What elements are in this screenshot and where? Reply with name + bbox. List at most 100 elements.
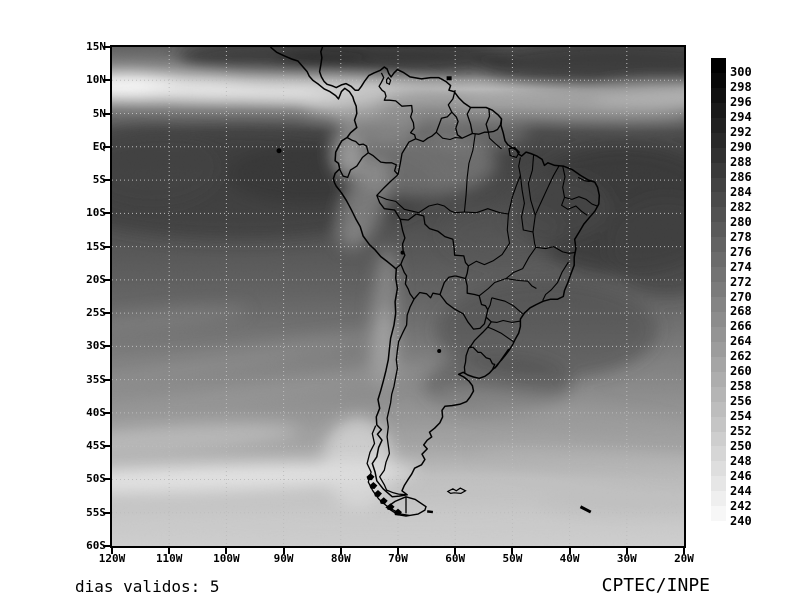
lat-tick (103, 312, 112, 315)
colorbar-segment (711, 102, 726, 119)
lat-tick (103, 478, 112, 481)
country-border (447, 90, 456, 113)
lon-tick (511, 546, 514, 554)
lat-label: 40S (86, 405, 106, 419)
country-border (485, 108, 491, 133)
island-outline (386, 76, 392, 86)
fjord-blob (379, 497, 388, 505)
island-speck (276, 148, 282, 154)
country-border (468, 316, 492, 349)
lat-tick (103, 112, 112, 115)
lat-tick (103, 345, 112, 348)
lagoa-mirim (494, 363, 499, 369)
lat-tick (103, 378, 112, 381)
colorbar-segment (711, 431, 726, 447)
country-border (400, 263, 415, 300)
colorbar-segment (711, 282, 726, 298)
colorbar-label: 276 (730, 244, 752, 259)
state-border (491, 319, 521, 323)
colorbar-segment (711, 87, 726, 104)
colorbar-label: 270 (730, 289, 752, 304)
lat-label: 5S (92, 173, 106, 187)
lat-label: 25S (86, 306, 106, 320)
colorbar-segment (711, 476, 726, 492)
colorbar-label: 260 (730, 364, 752, 379)
lat-label: 20S (86, 272, 106, 286)
state-border (535, 246, 575, 254)
country-border (399, 219, 406, 265)
colorbar-segment (711, 401, 726, 418)
colorbar-label: 256 (730, 394, 752, 409)
colorbar-segment (711, 58, 726, 74)
colorbar-label: 258 (730, 379, 752, 394)
lat-tick (103, 278, 112, 281)
valid-days-text: dias validos: 5 (75, 577, 220, 596)
colorbar-segment (711, 341, 726, 358)
colorbar-segment (711, 491, 726, 507)
colorbar-label: 248 (730, 453, 752, 468)
lat-label: 60S (86, 539, 106, 552)
country-border (376, 174, 401, 220)
state-border (532, 215, 537, 248)
island-outline (508, 146, 521, 159)
south-georgia-island (579, 505, 592, 514)
country-border (415, 111, 453, 143)
state-border (561, 197, 588, 216)
lon-label: 80W (330, 552, 351, 565)
colorbar-label: 246 (730, 468, 752, 483)
state-border (487, 132, 502, 150)
fjord-blob (366, 473, 375, 481)
colorbar-segment (711, 117, 726, 134)
colorbar-segment (711, 177, 726, 193)
country-border (367, 152, 399, 176)
lon-label: 100W (213, 552, 240, 565)
lat-tick (103, 179, 112, 182)
state-border (519, 175, 534, 233)
colorbar-segment (711, 371, 726, 388)
colorbar-label: 264 (730, 334, 752, 349)
lon-label: 30W (616, 552, 637, 565)
colorbar-label: 240 (730, 513, 752, 528)
lon-tick (625, 546, 628, 554)
lat-label: 15S (86, 239, 106, 253)
colorbar-label: 284 (730, 184, 752, 199)
lat-label: 15N (86, 40, 106, 53)
state-border (506, 277, 537, 289)
island-speck (400, 250, 405, 255)
lon-tick (568, 546, 571, 554)
colorbar-segment (711, 132, 726, 149)
lon-label: 20W (674, 552, 694, 565)
lon-label: 120W (98, 552, 126, 565)
colorbar-label: 262 (730, 349, 752, 364)
state-border (534, 165, 560, 216)
colorbar-segment (711, 192, 726, 208)
satellite-noise-texture (112, 47, 684, 546)
country-border (379, 298, 415, 496)
colorbar-segment (711, 521, 726, 537)
country-border (395, 263, 402, 270)
colorbar-label: 296 (730, 95, 752, 110)
map-plot-frame (110, 45, 686, 548)
colorbar-label: 254 (730, 409, 752, 424)
lon-tick (225, 546, 228, 554)
lon-tick (282, 546, 285, 554)
colorbar-label: 252 (730, 424, 752, 438)
lon-tick (168, 546, 171, 554)
lon-tick (454, 546, 457, 554)
colorbar-segment (711, 162, 726, 179)
colorbar-label: 250 (730, 438, 752, 453)
colorbar-segment (711, 222, 726, 238)
lat-tick (103, 245, 112, 248)
colorbar-segment (711, 207, 726, 223)
colorbar-label: 280 (730, 214, 752, 229)
lat-tick (103, 411, 112, 414)
colorbar-segment (711, 297, 726, 313)
fjord-blob (386, 503, 395, 511)
colorbar-label: 244 (730, 483, 752, 498)
trinidad-island (446, 76, 452, 81)
colorbar-label: 272 (730, 274, 752, 289)
country-border (413, 291, 441, 300)
colorbar-label: 300 (730, 65, 752, 80)
colorbar-label: 286 (730, 170, 752, 185)
lon-label: 110W (155, 552, 183, 565)
